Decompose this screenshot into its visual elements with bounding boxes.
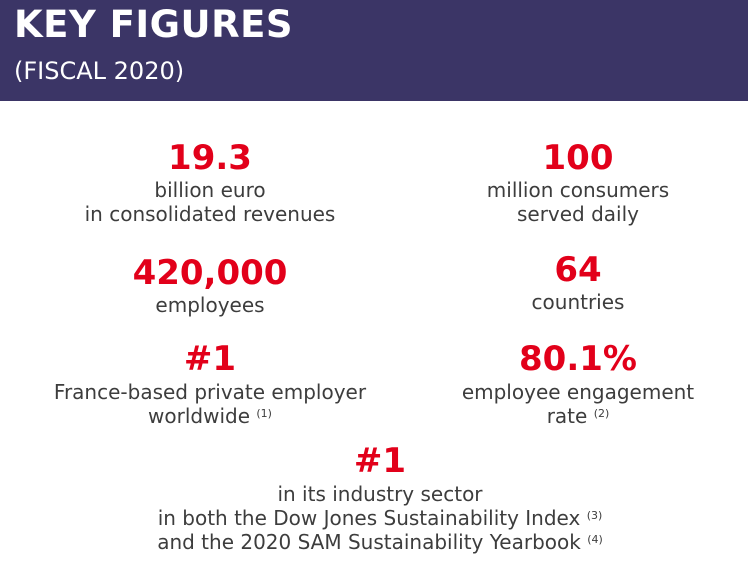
figure-employees: 420,000 employees — [30, 253, 390, 317]
page-title: KEY FIGURES — [14, 3, 293, 46]
figure-value: 64 — [554, 250, 602, 290]
figure-desc-line: France-based private employer — [53, 380, 367, 404]
figure-desc-line: employee engagement — [461, 380, 695, 404]
figure-desc-line: employees — [155, 293, 265, 317]
figure-desc-text: rate — [546, 404, 588, 428]
figure-desc-line: countries — [531, 290, 625, 314]
figure-value: 420,000 — [132, 253, 288, 293]
figure-desc-line-with-note: in both the Dow Jones Sustainability Ind… — [50, 506, 710, 530]
figure-desc-text: worldwide — [148, 404, 251, 428]
figure-consumers: 100 million consumers served daily — [400, 138, 748, 226]
figure-desc-line: million consumers — [486, 178, 670, 202]
figure-value: 80.1% — [519, 339, 637, 379]
footnote-ref: (3) — [586, 509, 603, 522]
figure-desc-line: in its industry sector — [277, 482, 483, 506]
header-banner: KEY FIGURES (FISCAL 2020) — [0, 0, 748, 101]
figure-value: 19.3 — [168, 138, 252, 178]
figure-desc-text: in both the Dow Jones Sustainability Ind… — [157, 506, 581, 530]
figure-desc-line: served daily — [516, 202, 640, 226]
figure-revenue: 19.3 billion euro in consolidated revenu… — [30, 138, 390, 226]
figure-engagement: 80.1% employee engagement rate (2) — [400, 338, 748, 428]
figure-employer: #1 France-based private employer worldwi… — [10, 338, 410, 428]
figure-desc-line-with-note: worldwide (1) — [10, 404, 410, 428]
figure-value: 100 — [542, 138, 614, 178]
footnote-ref: (1) — [256, 407, 272, 420]
figure-desc-line: billion euro — [154, 178, 266, 202]
footnote-ref: (2) — [593, 407, 610, 420]
figure-countries: 64 countries — [400, 250, 748, 314]
figure-desc-line: in consolidated revenues — [84, 202, 336, 226]
figure-value: #1 — [353, 441, 407, 481]
figure-desc-line-with-note: and the 2020 SAM Sustainability Yearbook… — [50, 530, 710, 554]
figure-value: #1 — [183, 339, 237, 379]
figure-sector: #1 in its industry sector in both the Do… — [50, 440, 710, 554]
figure-desc-text: and the 2020 SAM Sustainability Yearbook — [157, 530, 581, 554]
footnote-ref: (4) — [587, 533, 603, 546]
figure-desc-line-with-note: rate (2) — [400, 404, 748, 428]
page-subtitle: (FISCAL 2020) — [14, 57, 185, 85]
